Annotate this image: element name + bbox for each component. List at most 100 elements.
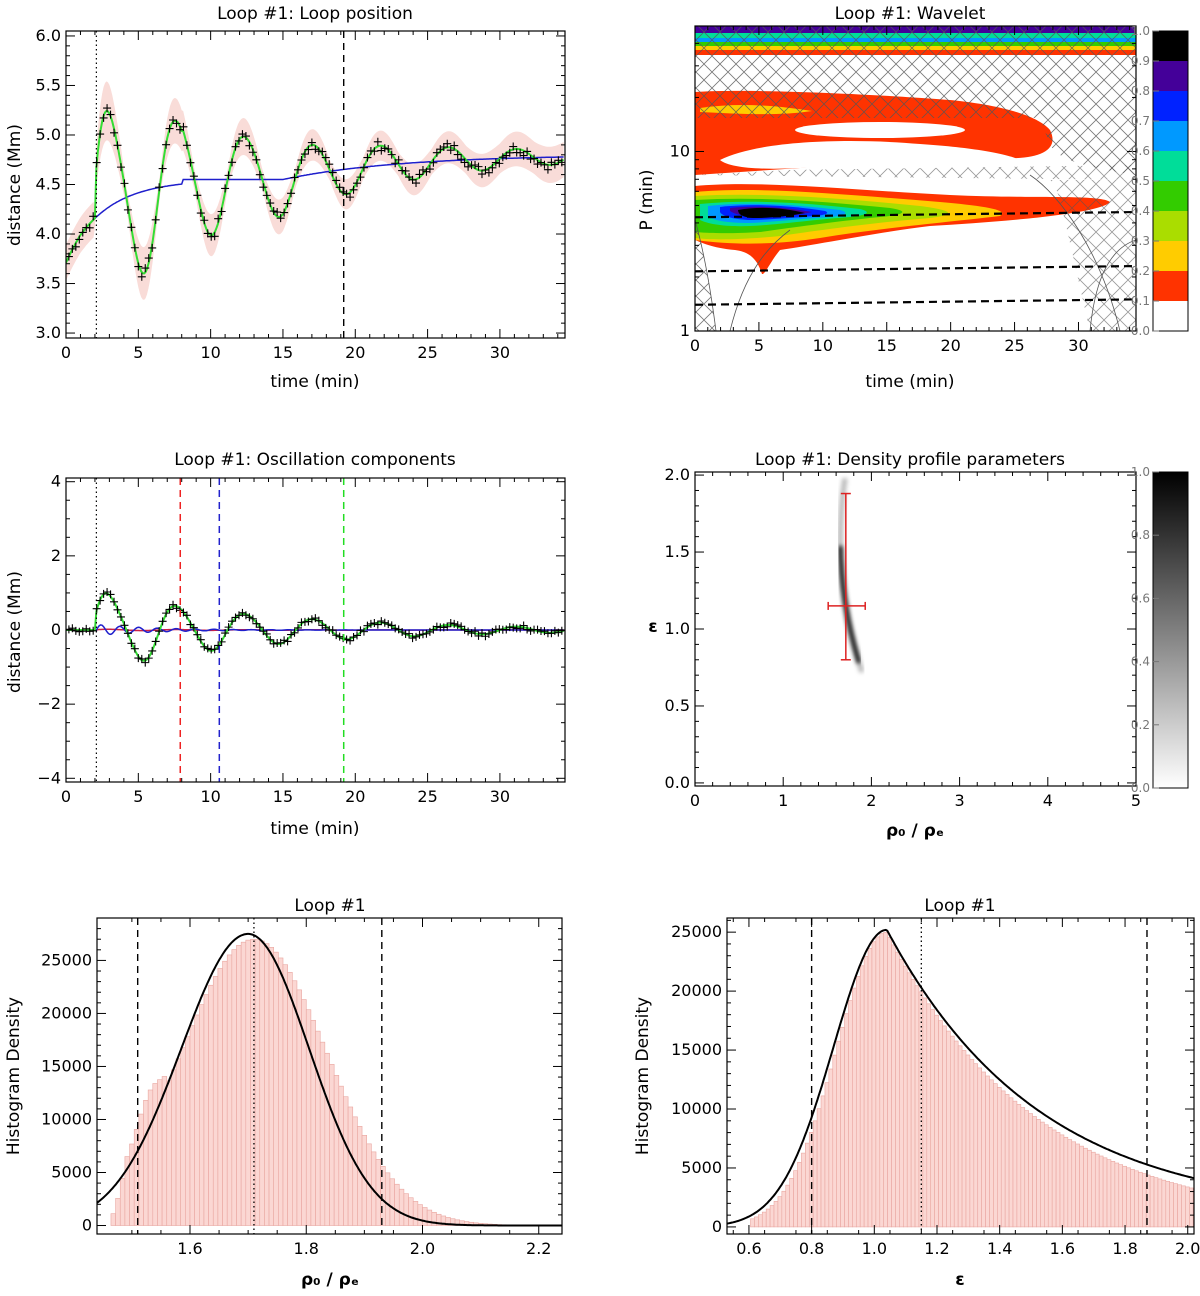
panel4-xtick-label: 2	[866, 791, 876, 810]
colorbar-tick-label: 0.6	[1131, 144, 1150, 158]
panel5-ytick-label: 20000	[41, 1003, 92, 1022]
histogram-bar	[946, 1030, 951, 1228]
background-trend-line	[66, 156, 564, 264]
histogram-bar	[412, 1201, 419, 1226]
panel1-title: Loop #1: Loop position	[217, 4, 413, 24]
data-point	[172, 604, 181, 613]
histogram-bar	[338, 1085, 344, 1226]
data-point	[203, 644, 212, 653]
panel5-title: Loop #1	[294, 896, 365, 916]
panel4-ytick-label: 2.0	[665, 465, 690, 484]
histogram-bar	[938, 1020, 943, 1228]
histogram-bar	[769, 1205, 775, 1228]
panel3-xtick-label: 0	[61, 787, 71, 806]
data-point	[155, 627, 164, 636]
data-point	[158, 617, 167, 626]
data-point	[293, 623, 302, 632]
panel6-frame	[726, 917, 1195, 1235]
data-point	[269, 207, 278, 216]
data-point	[151, 215, 160, 224]
data-point	[189, 172, 198, 181]
histogram-bar	[1165, 1181, 1171, 1228]
data-point	[245, 613, 254, 622]
histogram-bar	[777, 1196, 783, 1228]
histogram-bar	[855, 976, 861, 1228]
histogram-bar	[1177, 1184, 1182, 1228]
panel3-ytick-label: −4	[37, 768, 61, 787]
histogram-bar	[1087, 1149, 1092, 1228]
data-point	[471, 627, 480, 636]
data-point	[89, 626, 98, 635]
colorbar-swatch	[1153, 151, 1188, 181]
panel-oscillation-components: Loop #1: Oscillation components 0 5 10 15 20…	[5, 450, 566, 839]
histogram-bar	[222, 960, 228, 1226]
data-point	[255, 623, 264, 632]
data-point	[307, 615, 316, 624]
panel3-xtick-label: 5	[133, 787, 143, 806]
histogram-bar	[840, 1026, 845, 1228]
histogram-bar	[1114, 1162, 1120, 1228]
histogram-bar	[832, 1054, 837, 1228]
data-point	[332, 631, 341, 640]
data-point	[151, 637, 160, 646]
histogram-bar	[254, 939, 261, 1226]
data-point	[99, 589, 108, 598]
data-point	[78, 228, 87, 237]
panel6-ytick-label: 0	[712, 1217, 722, 1236]
histogram-bar	[333, 1075, 340, 1226]
colorbar-tick-label: 0.1	[1131, 294, 1150, 308]
histogram-bar	[1138, 1171, 1143, 1228]
histogram-bar	[1000, 1090, 1006, 1228]
histogram-bar	[259, 940, 265, 1226]
data-point	[189, 623, 198, 632]
histogram-bar	[758, 1214, 763, 1228]
uncertainty-band	[66, 81, 564, 300]
panel2-xtick-label: 30	[1068, 336, 1088, 355]
colorbar-tick-label: 1.0	[1131, 24, 1150, 38]
data-point	[321, 623, 330, 632]
data-point	[543, 165, 552, 174]
data-point	[158, 164, 167, 173]
histogram-bar	[1157, 1178, 1163, 1228]
data-point	[325, 160, 334, 169]
panel1-xtick-label: 5	[133, 343, 143, 362]
histogram-bar	[231, 949, 237, 1226]
data-point	[359, 163, 368, 172]
colorbar-tick-label: 0.8	[1131, 528, 1150, 542]
colorbar-tick-label: 0.4	[1131, 204, 1150, 218]
panel6-ytick-label: 15000	[671, 1040, 722, 1059]
data-point	[169, 116, 178, 125]
panel1-ylabel: distance (Mm)	[5, 124, 25, 246]
histogram-bar	[203, 994, 209, 1226]
data-point	[241, 611, 250, 620]
data-point	[366, 619, 375, 628]
histogram-bar	[212, 976, 219, 1226]
data-point	[405, 629, 414, 638]
data-point	[415, 170, 424, 179]
colorbar-tick-label: 0.8	[1131, 84, 1150, 98]
histogram-bar	[324, 1052, 330, 1226]
data-point	[474, 162, 483, 171]
data-point	[193, 191, 202, 200]
data-point	[134, 262, 143, 271]
histogram-bar	[1032, 1116, 1037, 1228]
data-point	[443, 139, 452, 148]
histogram-bar	[310, 1019, 316, 1226]
colorbar-tick-label: 0.4	[1131, 655, 1150, 669]
data-point	[217, 637, 226, 646]
colorbar-tick-label: 0.0	[1131, 781, 1150, 795]
histogram-bar	[926, 1003, 932, 1228]
data-point	[353, 179, 362, 188]
data-point	[464, 162, 473, 171]
colorbar-swatch	[1153, 91, 1188, 121]
data-point	[231, 142, 240, 151]
data-point	[384, 620, 393, 629]
panel3-ylabel: distance (Mm)	[5, 571, 25, 693]
histogram-bar	[1079, 1145, 1084, 1228]
panel1-ytick-label: 3.5	[36, 274, 61, 293]
data-point	[210, 645, 219, 654]
data-point	[370, 147, 379, 156]
histogram-bar	[175, 1058, 182, 1226]
panel6-xlabel: ε	[955, 1270, 964, 1290]
data-point	[75, 235, 84, 244]
